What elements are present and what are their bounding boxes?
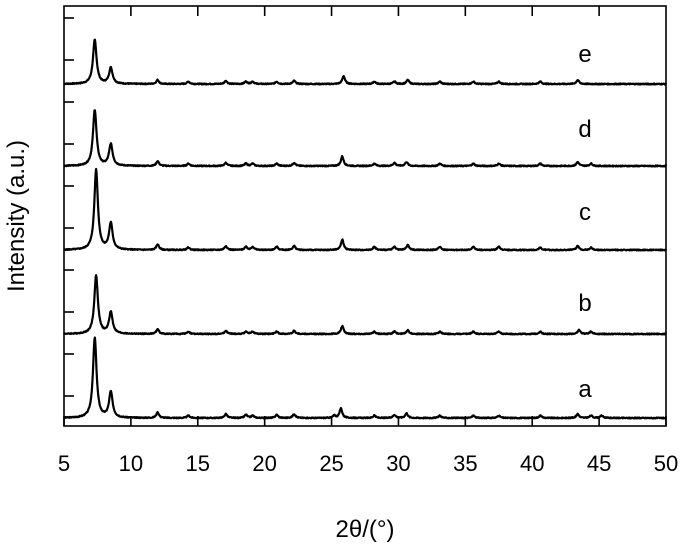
trace-e	[63, 38, 667, 86]
trace-c	[63, 167, 667, 252]
diffraction-traces	[63, 38, 668, 420]
x-axis-title: 2θ/(°)	[336, 516, 395, 543]
series-label-e: e	[578, 41, 591, 68]
x-tick-label: 50	[654, 451, 678, 476]
x-tick-label: 25	[319, 451, 343, 476]
series-label-b: b	[578, 290, 591, 317]
x-tick-label: 30	[386, 451, 410, 476]
series-label-a: a	[578, 376, 592, 403]
x-tick-label: 40	[520, 451, 544, 476]
x-tick-label: 20	[252, 451, 276, 476]
x-tick-label: 10	[119, 451, 143, 476]
x-tick-label: 5	[58, 451, 70, 476]
x-tick-label: 15	[186, 451, 210, 476]
series-label-d: d	[578, 116, 591, 143]
y-axis-ticks	[64, 17, 74, 397]
series-labels: a b c d e	[578, 41, 592, 403]
series-label-c: c	[579, 199, 591, 226]
x-tick-labels: 5 10 15 20 25 30 35 40 45 50	[58, 451, 678, 476]
x-tick-label: 45	[587, 451, 611, 476]
y-axis-title: Intensity (a.u.)	[3, 140, 30, 292]
trace-a	[63, 336, 667, 420]
trace-d	[63, 109, 667, 168]
plot-frame	[63, 5, 667, 427]
trace-b	[63, 274, 668, 336]
x-tick-label: 35	[453, 451, 477, 476]
x-axis-ticks	[63, 6, 667, 426]
